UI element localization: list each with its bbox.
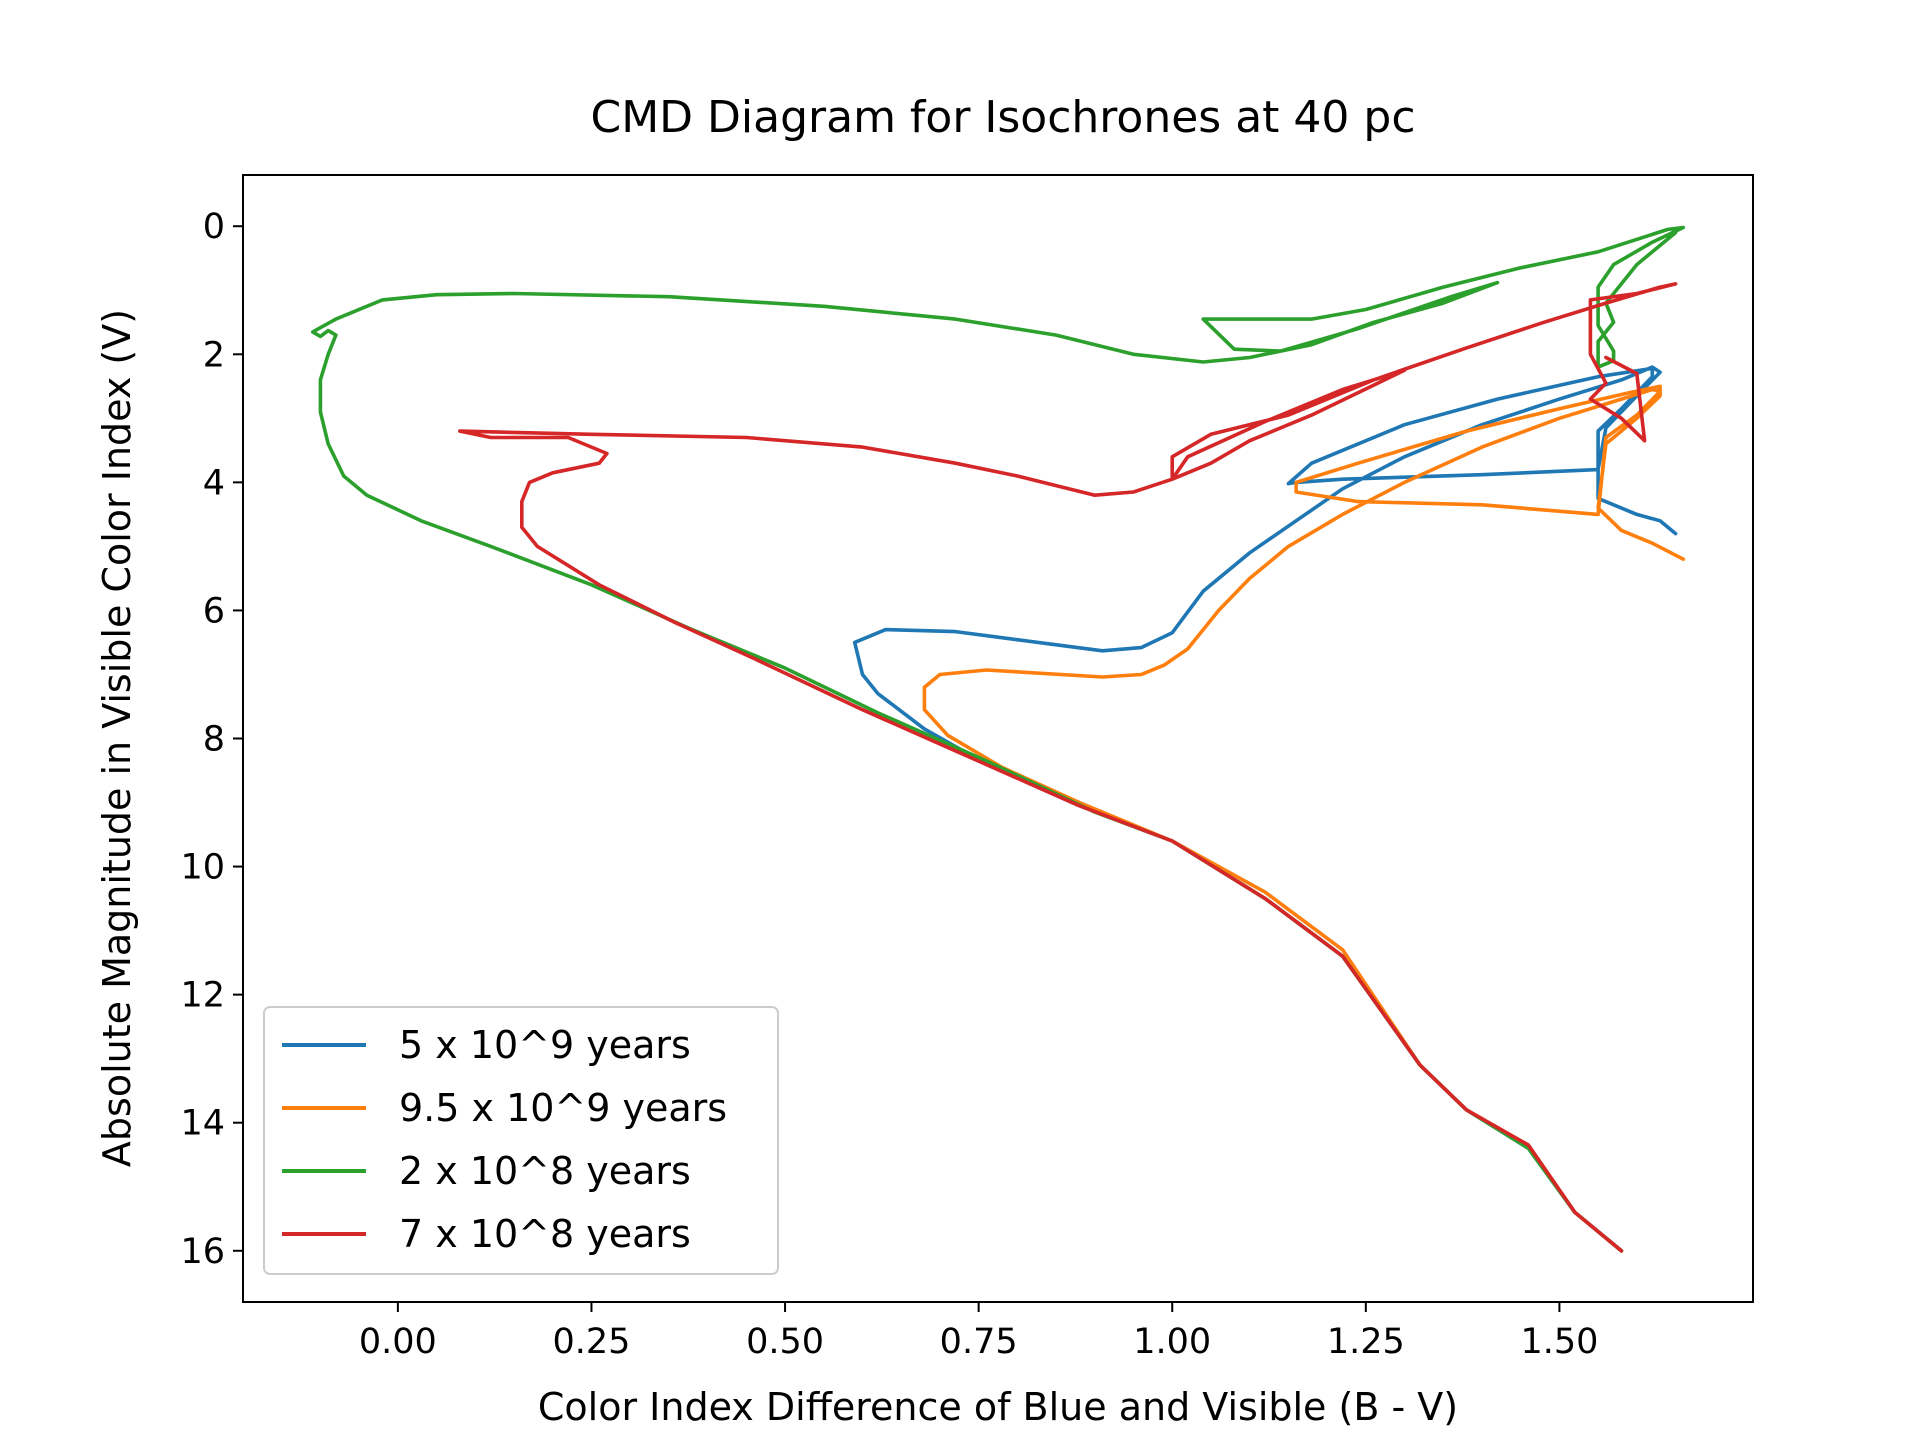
y-axis: 0 2 4 6 8 10 12 14 16 [180, 207, 243, 1272]
y-tick-label: 12 [180, 976, 225, 1016]
y-tick-label: 2 [203, 335, 225, 375]
y-tick-label: 14 [180, 1104, 225, 1144]
y-tick-label: 8 [203, 720, 225, 760]
x-tick-label: 0.00 [359, 1322, 437, 1362]
x-tick-label: 1.50 [1520, 1322, 1598, 1362]
x-axis: 0.00 0.25 0.50 0.75 1.00 1.25 1.50 [359, 1302, 1598, 1362]
legend-box [263, 1006, 779, 1275]
y-tick-label: 10 [180, 848, 225, 888]
series-layer [310, 225, 1686, 1253]
x-tick-label: 1.00 [1133, 1322, 1211, 1362]
y-axis-label: Absolute Magnitude in Visible Color Inde… [95, 309, 139, 1167]
plot-area [310, 225, 1686, 1253]
x-tick-label: 1.25 [1327, 1322, 1405, 1362]
legend-label-1: 9.5 x 10^9 years [399, 1086, 727, 1130]
y-tick-label: 6 [203, 591, 225, 631]
legend: 5 x 10^9 years 9.5 x 10^9 years 2 x 10^8 y… [263, 1006, 779, 1275]
series-line-1 [922, 384, 1686, 1253]
chart-title: CMD Diagram for Isochrones at 40 pc [590, 92, 1415, 143]
legend-label-2: 2 x 10^8 years [399, 1149, 691, 1193]
y-tick-label: 4 [203, 463, 225, 503]
legend-label-3: 7 x 10^8 years [399, 1212, 691, 1256]
legend-label-0: 5 x 10^9 years [399, 1023, 691, 1067]
series-line-3 [458, 282, 1678, 1253]
series-line-2 [310, 225, 1686, 1253]
x-tick-label: 0.25 [552, 1322, 630, 1362]
y-tick-label: 0 [203, 207, 225, 247]
x-tick-label: 0.75 [940, 1322, 1018, 1362]
x-tick-label: 0.50 [746, 1322, 824, 1362]
x-axis-label: Color Index Difference of Blue and Visib… [538, 1385, 1458, 1429]
y-tick-label: 16 [180, 1232, 225, 1272]
